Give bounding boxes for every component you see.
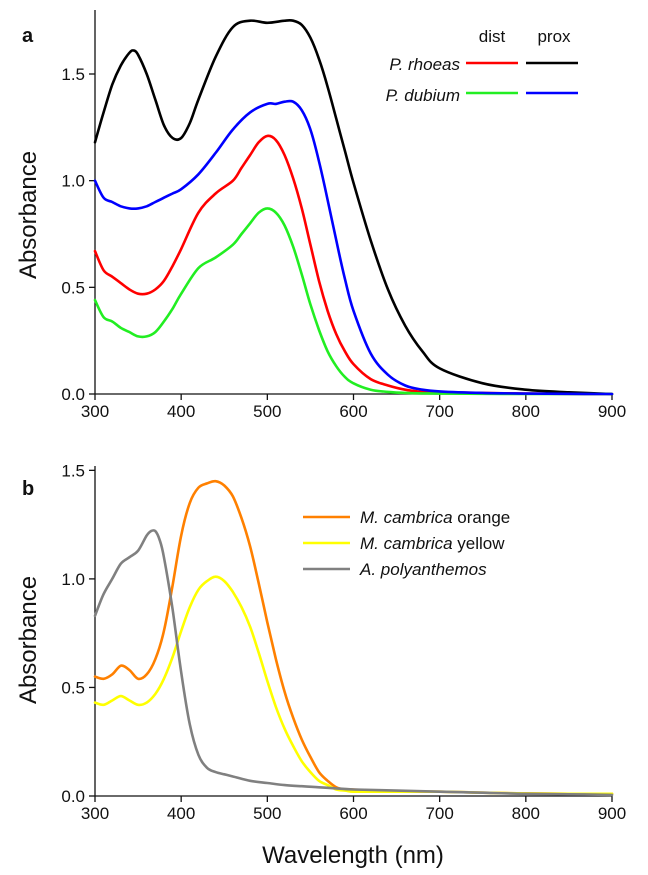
x-tick-label: 800 bbox=[512, 804, 540, 823]
legend-label-b-1: M. cambrica yellow bbox=[360, 534, 505, 553]
series-line-a-polyanthemos bbox=[93, 529, 614, 797]
y-tick-label: 0.0 bbox=[61, 787, 85, 806]
x-tick-label: 900 bbox=[598, 402, 626, 421]
x-tick-label: 400 bbox=[167, 402, 195, 421]
series-line-p-dubium-prox bbox=[93, 99, 614, 396]
y-tick-label: 0.5 bbox=[61, 278, 85, 297]
x-tick-label: 500 bbox=[253, 804, 281, 823]
legend-a: dist prox P. rhoeas P. dubium bbox=[386, 27, 578, 105]
x-tick-label: 900 bbox=[598, 804, 626, 823]
ticks-a: 300 400 500 600 700 800 900 0.0 0.5 1.0 1.5 bbox=[61, 65, 626, 421]
series-line-m-cambrica-yellow bbox=[93, 575, 614, 796]
y-axis-label-a: Absorbance bbox=[15, 151, 42, 279]
y-axis-label-b: Absorbance bbox=[15, 576, 42, 704]
legend-label-b-2: A. polyanthemos bbox=[359, 560, 487, 579]
x-tick-label: 300 bbox=[81, 804, 109, 823]
panel-label-a: a bbox=[22, 25, 34, 47]
y-tick-label: 1.0 bbox=[61, 172, 85, 191]
legend-label-italic: M. cambrica bbox=[360, 534, 453, 553]
legend-label-italic: M. cambrica bbox=[360, 508, 453, 527]
y-tick-label: 1.0 bbox=[61, 570, 85, 589]
legend-label-b-0: M. cambrica orange bbox=[360, 508, 510, 527]
y-tick-label: 1.5 bbox=[61, 461, 85, 480]
legend-label-p-rhoeas: P. rhoeas bbox=[389, 55, 460, 74]
panel-label-b: b bbox=[22, 478, 34, 500]
x-tick-label: 300 bbox=[81, 402, 109, 421]
y-tick-label: 0.0 bbox=[61, 385, 85, 404]
x-tick-label: 400 bbox=[167, 804, 195, 823]
x-tick-label: 600 bbox=[339, 804, 367, 823]
series-line-p-rhoeas-dist bbox=[93, 134, 614, 396]
x-tick-label: 700 bbox=[425, 804, 453, 823]
series-line-p-rhoeas-prox bbox=[93, 18, 614, 396]
series-group-b bbox=[93, 479, 614, 797]
series-group-a bbox=[93, 18, 614, 396]
series-line-p-dubium-dist bbox=[93, 207, 614, 396]
ticks-b: 300 400 500 600 700 800 900 0.0 0.5 1.0 1.5 bbox=[61, 461, 626, 823]
legend-header-dist: dist bbox=[479, 27, 506, 46]
legend-header-prox: prox bbox=[537, 27, 571, 46]
x-axis-label-b: Wavelength (nm) bbox=[262, 842, 444, 869]
y-tick-label: 0.5 bbox=[61, 678, 85, 697]
legend-label-italic: A. polyanthemos bbox=[359, 560, 487, 579]
y-tick-label: 1.5 bbox=[61, 65, 85, 84]
legend-label-plain: orange bbox=[453, 508, 511, 527]
x-tick-label: 700 bbox=[425, 402, 453, 421]
x-tick-label: 800 bbox=[512, 402, 540, 421]
legend-label-p-dubium: P. dubium bbox=[386, 86, 460, 105]
legend-label-plain: yellow bbox=[453, 534, 506, 553]
x-tick-label: 500 bbox=[253, 402, 281, 421]
series-line-m-cambrica-orange bbox=[93, 479, 614, 796]
panel-b: b Absorbance 300 400 500 600 700 800 900 0.0 0.5… bbox=[15, 461, 626, 869]
x-tick-label: 600 bbox=[339, 402, 367, 421]
panel-a: a Absorbance 300 400 500 600 700 800 900 0.0 0.5… bbox=[15, 10, 626, 421]
